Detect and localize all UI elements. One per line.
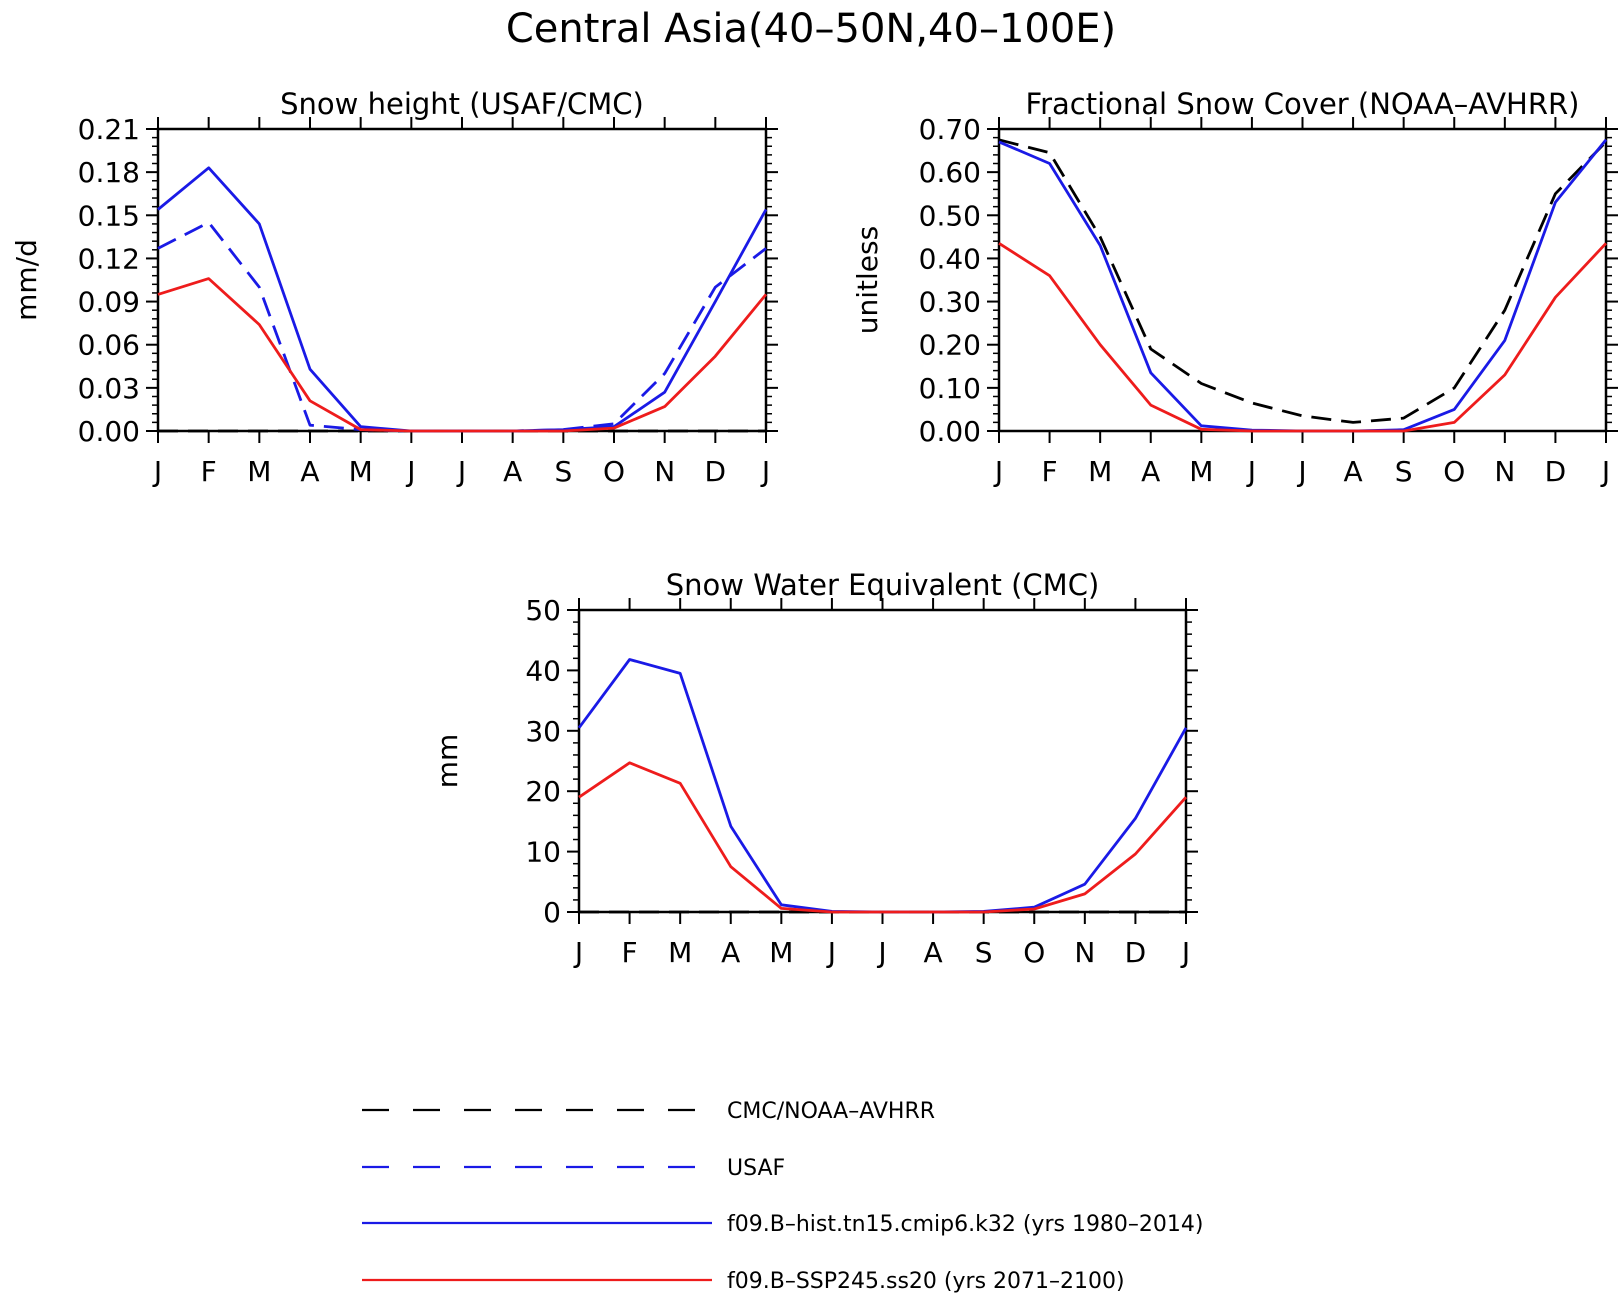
plot-frame <box>156 127 768 433</box>
legend-entry-2: USAF <box>362 1156 785 1181</box>
y-tick-label: 50 <box>525 594 561 627</box>
series-line-3 <box>578 761 1188 914</box>
series-line-3 <box>157 166 768 433</box>
series-line-2 <box>157 221 767 433</box>
y-tick-label: 0.10 <box>919 372 981 405</box>
x-tick-label: F <box>201 455 217 488</box>
y-tick-label: 40 <box>525 654 561 687</box>
legend-label: USAF <box>727 1156 785 1181</box>
y-axis-label: unitless <box>851 226 884 334</box>
chart-panel-3: Snow Water Equivalent (CMC)mmJ F M A M J J A S O N… <box>431 568 1198 969</box>
x-tick-label: J <box>573 936 583 969</box>
x-tick-label: M <box>1189 455 1213 488</box>
x-tick-label: F <box>1042 455 1058 488</box>
panel-title: Fractional Snow Cover (NOAA–AVHRR) <box>1026 87 1580 121</box>
y-tick-label: 0.18 <box>78 156 140 189</box>
x-tick-label: D <box>1545 455 1567 488</box>
x-tick-label: M <box>247 455 271 488</box>
x-tick-label: J <box>1180 936 1190 969</box>
y-tick-label: 0.21 <box>78 113 140 146</box>
x-tick-label: S <box>975 936 993 969</box>
chart-panel-1: Snow height (USAF/CMC)mm/dJ F M A M J J A S O N D J0… <box>10 87 778 488</box>
x-tick-label: N <box>1074 936 1095 969</box>
x-tick-label: M <box>668 936 692 969</box>
legend-entry-1: CMC/NOAA–AVHRR <box>362 1099 935 1124</box>
plot-frame <box>997 127 1608 433</box>
x-tick-label: A <box>924 936 943 969</box>
x-tick-label: A <box>300 455 319 488</box>
series-line-3 <box>998 242 1608 433</box>
x-tick-label: J <box>1246 455 1256 488</box>
x-tick-label: J <box>760 455 770 488</box>
x-tick-label: J <box>1296 455 1306 488</box>
legend-entry-3: f09.B–hist.tn15.cmip6.k32 (yrs 1980–2014… <box>362 1212 1204 1237</box>
series-line-1 <box>998 138 1608 424</box>
y-tick-label: 0.30 <box>919 286 981 319</box>
x-tick-label: O <box>603 455 625 488</box>
plot-frame <box>577 608 1188 914</box>
y-axis-label: mm/d <box>10 239 43 321</box>
y-tick-label: 0.40 <box>919 242 981 275</box>
x-tick-label: J <box>405 455 415 488</box>
panel-title: Snow Water Equivalent (CMC) <box>666 568 1100 602</box>
x-tick-label: A <box>1344 455 1363 488</box>
x-tick-label: M <box>1088 455 1112 488</box>
x-tick-label: J <box>826 936 836 969</box>
x-tick-label: D <box>705 455 727 488</box>
legend-label: f09.B–hist.tn15.cmip6.k32 (yrs 1980–2014… <box>727 1212 1204 1237</box>
panel-title: Snow height (USAF/CMC) <box>280 87 644 121</box>
x-tick-label: A <box>721 936 740 969</box>
series-line-2 <box>577 658 1188 914</box>
y-tick-label: 0.06 <box>78 329 140 362</box>
x-tick-label: J <box>993 455 1003 488</box>
series-line-4 <box>157 277 768 433</box>
x-tick-label: S <box>554 455 572 488</box>
x-tick-label: M <box>349 455 373 488</box>
x-tick-label: J <box>1600 455 1610 488</box>
chart-panel-2: Fractional Snow Cover (NOAA–AVHRR) unitle… <box>851 87 1618 488</box>
y-tick-label: 10 <box>525 836 561 869</box>
y-tick-label: 0.00 <box>78 415 140 448</box>
y-tick-label: 0.20 <box>919 329 981 362</box>
x-tick-label: D <box>1125 936 1147 969</box>
y-tick-label: 30 <box>525 715 561 748</box>
y-tick-label: 0.09 <box>78 286 140 319</box>
x-tick-label: J <box>876 936 886 969</box>
y-tick-label: 20 <box>525 775 561 808</box>
y-tick-label: 0.15 <box>78 199 140 232</box>
legend-label: CMC/NOAA–AVHRR <box>727 1099 935 1124</box>
x-tick-label: J <box>152 455 162 488</box>
legend: CMC/NOAA–AVHRR USAF f09.B–hist.tn15.cmip6.… <box>362 1099 1204 1294</box>
panels: Snow height (USAF/CMC)mm/dJ F M A M J J A S O N D J0… <box>10 87 1618 969</box>
y-tick-label: 0.03 <box>78 372 140 405</box>
y-tick-label: 0.60 <box>919 156 981 189</box>
y-tick-label: 0.50 <box>919 199 981 232</box>
x-tick-label: A <box>1141 455 1160 488</box>
x-tick-label: F <box>622 936 638 969</box>
x-tick-label: A <box>503 455 522 488</box>
x-tick-label: O <box>1023 936 1045 969</box>
x-tick-label: J <box>456 455 466 488</box>
x-tick-label: N <box>654 455 675 488</box>
x-tick-label: O <box>1443 455 1465 488</box>
y-tick-label: 0.12 <box>78 242 140 275</box>
y-tick-label: 0.00 <box>919 415 981 448</box>
figure-title: Central Asia(40–50N,40–100E) <box>506 6 1116 52</box>
y-tick-label: 0.70 <box>919 113 981 146</box>
x-tick-label: M <box>769 936 793 969</box>
legend-label: f09.B–SSP245.ss20 (yrs 2071–2100) <box>727 1269 1125 1294</box>
y-axis-label: mm <box>431 734 464 789</box>
y-tick-label: 0 <box>543 896 561 929</box>
x-tick-label: S <box>1395 455 1413 488</box>
x-tick-label: N <box>1494 455 1515 488</box>
legend-entry-4: f09.B–SSP245.ss20 (yrs 2071–2100) <box>362 1269 1125 1294</box>
